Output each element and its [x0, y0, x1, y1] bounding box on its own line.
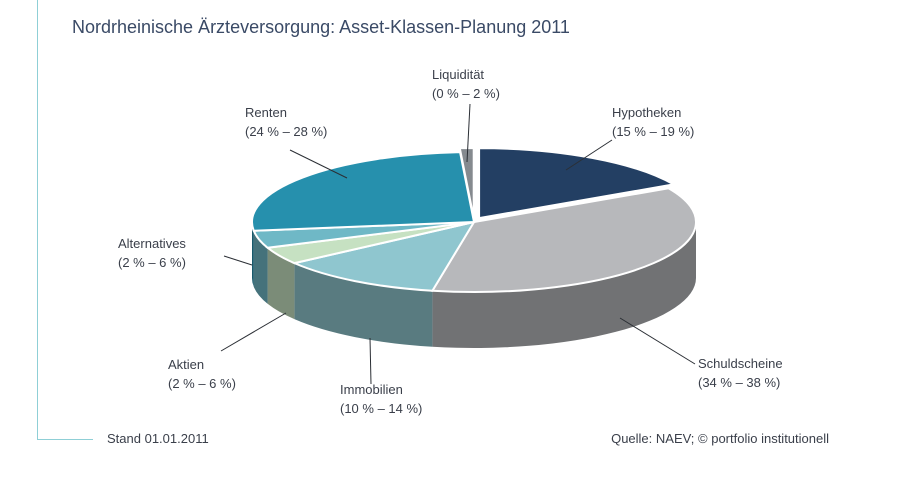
- label-liquiditaet: Liquidität: [432, 67, 484, 82]
- pie-side-walls: [252, 222, 696, 348]
- slice-side-immobilien: [294, 263, 433, 347]
- slice-schuldscheine: [430, 187, 697, 293]
- label-immobilien: Immobilien: [340, 382, 403, 397]
- pie-top-faces: [251, 146, 697, 293]
- slice-side-renten: [252, 222, 254, 287]
- label-renten: Renten: [245, 105, 287, 120]
- range-aktien: (2 % – 6 %): [168, 376, 236, 391]
- range-alternatives: (2 % – 6 %): [118, 255, 186, 270]
- label-aktien: Aktien: [168, 357, 204, 372]
- slice-side-schuldscheine: [432, 222, 696, 348]
- range-hypotheken: (15 % – 19 %): [612, 124, 694, 139]
- date-note: Stand 01.01.2011: [107, 431, 209, 446]
- leader-line-liquiditaet: [466, 103, 471, 163]
- slice-side-aktien: [267, 247, 295, 320]
- frame-vertical-line: [37, 0, 38, 440]
- range-immobilien: (10 % – 14 %): [340, 401, 422, 416]
- chart-title: Nordrheinische Ärzteversorgung: Asset-Kl…: [72, 17, 570, 37]
- source-note: Quelle: NAEV; © portfolio institutionell: [611, 431, 829, 446]
- leader-line-alternatives: [223, 255, 253, 266]
- leader-line-hypotheken: [565, 139, 613, 171]
- slice-side-alternatives: [253, 230, 268, 304]
- label-hypotheken: Hypotheken: [612, 105, 681, 120]
- leader-line-aktien: [220, 312, 287, 352]
- frame-horizontal-line: [37, 439, 93, 440]
- slice-immobilien: [291, 220, 477, 292]
- range-schuldscheine: (34 % – 38 %): [698, 375, 780, 390]
- leader-line-immobilien: [369, 337, 372, 385]
- label-schuldscheine: Schuldscheine: [698, 356, 783, 371]
- leader-line-renten: [289, 149, 348, 179]
- slice-renten: [251, 151, 476, 232]
- label-alternatives: Alternatives: [118, 236, 186, 251]
- slice-liquiditaet: [458, 146, 475, 219]
- range-liquiditaet: (0 % – 2 %): [432, 86, 500, 101]
- slice-labels: Hypotheken (15 % – 19 %) Schuldscheine (34 …: [118, 67, 783, 416]
- range-renten: (24 % – 28 %): [245, 124, 327, 139]
- leader-line-schuldscheine: [619, 317, 696, 365]
- slice-hypotheken: [478, 147, 677, 220]
